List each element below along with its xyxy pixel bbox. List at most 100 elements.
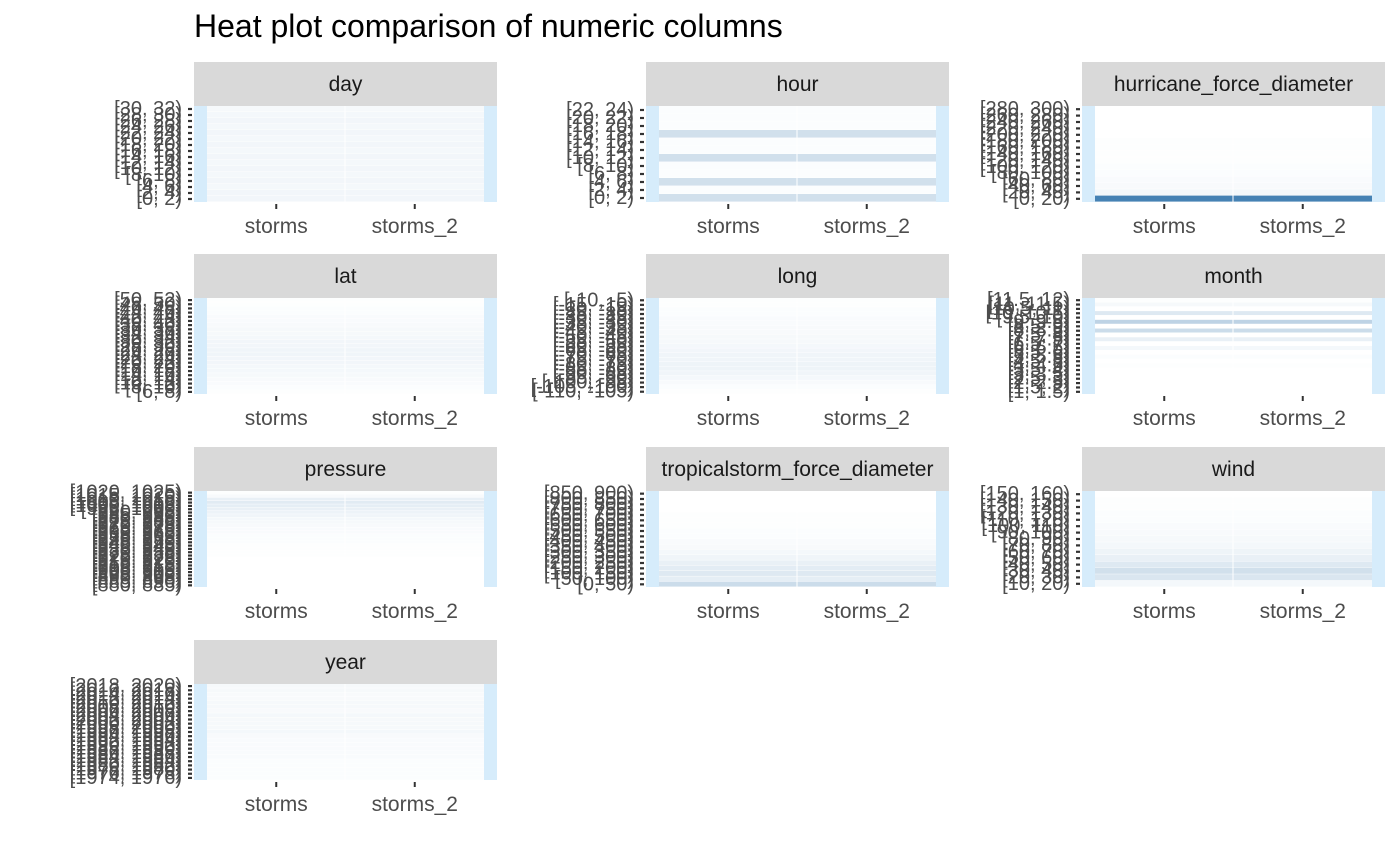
y-tick-label: [22, 24) bbox=[114, 122, 182, 144]
heat-tile bbox=[345, 763, 484, 768]
heat-tile bbox=[345, 717, 484, 722]
y-tick-label: [11, 11.5) bbox=[988, 294, 1070, 316]
heat-tile bbox=[345, 130, 484, 136]
y-tick-label: [4, 6) bbox=[136, 176, 182, 198]
heat-tile bbox=[659, 507, 797, 512]
heat-tile bbox=[345, 343, 484, 348]
y-tick-label: [1, 1.5) bbox=[1008, 381, 1070, 403]
heat-tile bbox=[1095, 567, 1233, 574]
heat-tile bbox=[797, 523, 936, 528]
heat-tile bbox=[797, 565, 936, 571]
heat-tile bbox=[797, 384, 936, 390]
y-tick-label: [-30, -25) bbox=[553, 308, 634, 330]
y-tick-label: [6, 8) bbox=[136, 170, 182, 192]
heat-tile bbox=[659, 496, 797, 502]
y-tick-label: [-90, -85) bbox=[553, 362, 634, 384]
heat-tile bbox=[345, 517, 484, 521]
heat-tile bbox=[1095, 324, 1233, 329]
y-tick-label: [12, 14) bbox=[566, 139, 634, 161]
heat-tile bbox=[1095, 529, 1233, 536]
heat-tile bbox=[207, 567, 345, 571]
heat-tile bbox=[345, 527, 484, 531]
y-tick-label: [0, 20) bbox=[1013, 188, 1070, 210]
y-tick-label: [945, 950) bbox=[92, 531, 182, 553]
y-tick-label: [-95, -90) bbox=[553, 367, 634, 389]
heat-tile bbox=[207, 514, 345, 518]
heat-tile bbox=[345, 775, 484, 780]
y-tick-label: [3, 3.5) bbox=[1008, 363, 1070, 385]
heat-tile bbox=[207, 352, 345, 357]
y-tick-label: [180, 200) bbox=[980, 130, 1070, 152]
x-tick-label: storms_2 bbox=[372, 215, 458, 238]
heat-tile bbox=[207, 112, 345, 118]
heat-tile bbox=[1095, 298, 1233, 302]
y-tick-label: [5, 5.5) bbox=[1008, 346, 1070, 368]
y-tick-label: [950, 955) bbox=[92, 528, 182, 550]
y-tick-label: [995, 1000) bbox=[81, 498, 182, 520]
heat-tile bbox=[207, 713, 345, 717]
heat-tile bbox=[659, 106, 797, 114]
heat-tile bbox=[1095, 163, 1233, 170]
heat-tile bbox=[1233, 144, 1372, 151]
heat-tile bbox=[345, 725, 484, 730]
heat-tile bbox=[797, 581, 936, 587]
y-tick-label: [-100, -95) bbox=[542, 372, 634, 394]
heat-tile bbox=[1233, 567, 1372, 574]
heat-tile bbox=[345, 543, 484, 547]
heat-tile bbox=[207, 196, 345, 202]
y-tick-label: [500, 550) bbox=[544, 520, 634, 542]
heat-tile bbox=[659, 384, 797, 390]
heat-tile bbox=[797, 307, 936, 312]
heat-tile bbox=[659, 170, 797, 178]
heat-tile bbox=[1233, 332, 1372, 337]
heat-tile bbox=[797, 170, 936, 178]
heat-tile bbox=[345, 136, 484, 142]
y-tick-label: [46, 48) bbox=[114, 297, 182, 319]
heat-tile bbox=[1233, 389, 1372, 394]
heat-tile bbox=[1233, 372, 1372, 377]
heat-tile bbox=[659, 517, 797, 523]
heat-tile bbox=[345, 524, 484, 528]
heat-tile bbox=[345, 323, 484, 327]
y-tick-label: [-10, -5) bbox=[564, 289, 634, 311]
heat-tile bbox=[797, 555, 936, 560]
heat-tile bbox=[345, 510, 484, 514]
y-tick-label: [1010, 1015) bbox=[70, 488, 182, 510]
heat-tile bbox=[345, 734, 484, 738]
y-tick-label: [2, 4) bbox=[136, 182, 182, 204]
heat-tile bbox=[207, 763, 345, 768]
x-tick-label: storms_2 bbox=[1260, 600, 1346, 623]
heat-tile bbox=[659, 371, 797, 376]
heat-tile bbox=[207, 759, 345, 763]
y-tick-label: [1994, 1996) bbox=[70, 725, 182, 747]
y-tick-label: [750, 800) bbox=[544, 493, 634, 515]
heat-tile bbox=[797, 366, 936, 371]
heat-tile bbox=[1095, 510, 1233, 517]
panel-edge-right bbox=[484, 298, 497, 394]
heat-tile bbox=[345, 553, 484, 557]
heat-tile bbox=[345, 507, 484, 511]
y-tick-label: [240, 260) bbox=[980, 111, 1070, 133]
y-tick-label: [28, 30) bbox=[114, 335, 182, 357]
heat-tile bbox=[345, 750, 484, 755]
y-tick-label: [930, 935) bbox=[92, 541, 182, 563]
panel-edge-left bbox=[194, 298, 207, 394]
heat-tile bbox=[207, 504, 345, 508]
heat-tile bbox=[1095, 311, 1233, 316]
heat-tile bbox=[207, 298, 345, 302]
heat-tile bbox=[1233, 112, 1372, 119]
heat-tile bbox=[207, 306, 345, 311]
panel-edge-left bbox=[646, 106, 659, 202]
y-tick-label: [2012, 2014) bbox=[70, 688, 182, 710]
x-tick-label: storms_2 bbox=[372, 793, 458, 816]
heat-tile bbox=[797, 352, 936, 358]
heat-tile bbox=[659, 146, 797, 154]
heat-tile bbox=[1233, 311, 1372, 316]
heat-tile bbox=[345, 364, 484, 369]
heat-tile bbox=[207, 570, 345, 574]
y-tick-label: [260, 280) bbox=[980, 105, 1070, 127]
panel-edge-left bbox=[194, 106, 207, 202]
heat-tile bbox=[207, 734, 345, 738]
heat-tile bbox=[797, 311, 936, 316]
heat-tile bbox=[1233, 306, 1372, 311]
